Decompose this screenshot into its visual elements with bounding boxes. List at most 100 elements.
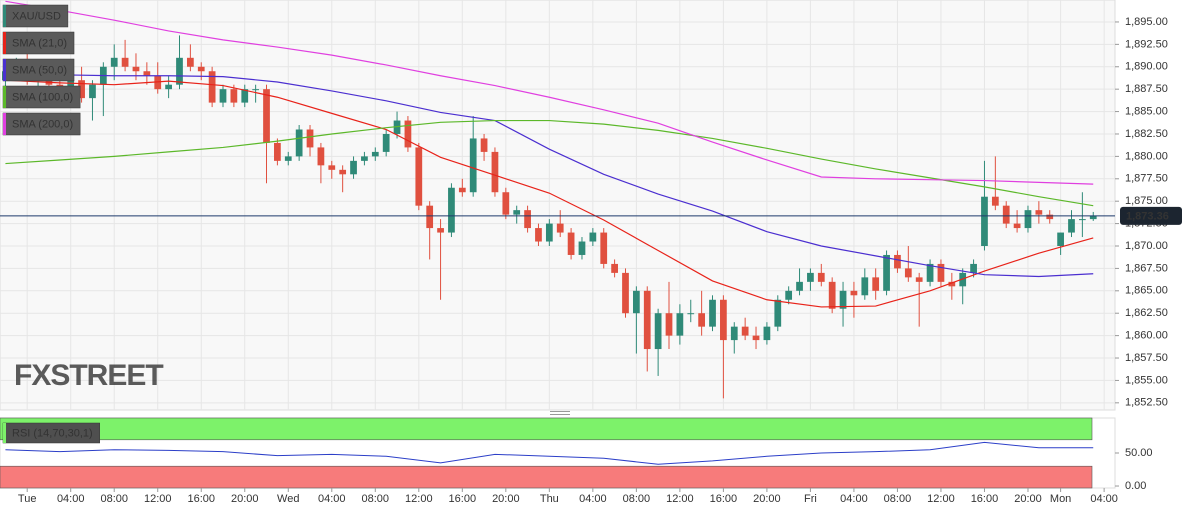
legend-swatch — [3, 32, 6, 54]
candle-body — [861, 277, 869, 296]
candle-body — [1024, 210, 1032, 229]
candle-body — [763, 326, 771, 341]
candle-body — [89, 84, 96, 99]
candle-body — [709, 299, 716, 327]
overbought-zone — [0, 417, 1093, 441]
candle-body — [807, 272, 814, 282]
last-price-label: 1,873.36 — [1126, 210, 1169, 222]
y-tick-label: 1,862.50 — [1125, 307, 1168, 319]
x-tick-label: 04:00 — [840, 493, 868, 505]
candle-body — [252, 89, 260, 91]
x-tick-label: 20:00 — [492, 493, 520, 505]
y-tick-label: 1,877.50 — [1125, 173, 1168, 185]
candle-body — [991, 196, 999, 206]
candle-body — [1068, 219, 1075, 233]
candle-body — [306, 129, 314, 148]
oversold-zone — [0, 465, 1093, 489]
candle-body — [872, 277, 880, 291]
x-tick-label: 20:00 — [231, 493, 259, 505]
candle-body — [263, 89, 270, 143]
y-tick-label: 1,875.00 — [1125, 195, 1168, 207]
candle-body — [720, 299, 727, 341]
candle-body — [230, 89, 238, 103]
candle-body — [643, 290, 651, 350]
y-tick-label: 1,882.50 — [1125, 128, 1168, 140]
sma-line — [5, 71, 1094, 278]
candle-body — [589, 232, 597, 242]
legend-label: SMA (200,0) — [12, 118, 73, 130]
candle-body — [361, 156, 368, 161]
panel-divider-grip — [550, 411, 570, 415]
candle-body — [132, 66, 140, 72]
y-tick-label: 1,885.00 — [1125, 105, 1168, 117]
legend-swatch — [3, 5, 6, 27]
y-tick-label: 50.00 — [1125, 447, 1153, 459]
x-tick-label: 04:00 — [57, 493, 85, 505]
candle-body — [165, 84, 172, 90]
candle-body — [1046, 214, 1054, 220]
x-tick-label: 16:00 — [449, 493, 477, 505]
candle-body — [839, 290, 847, 309]
candle-body — [143, 71, 151, 76]
candle-body — [578, 241, 586, 255]
candle-body — [371, 151, 379, 157]
x-tick-label: 16:00 — [971, 493, 999, 505]
candle-body — [186, 57, 194, 67]
legend-label: SMA (21,0) — [12, 37, 67, 49]
price-panel — [0, 0, 1116, 411]
legend-label: SMA (50,0) — [12, 64, 67, 76]
legend-item: SMA (21,0) — [2, 31, 75, 55]
legend-item: SMA (100,0) — [2, 85, 81, 109]
candle-body — [350, 160, 357, 175]
candle-body — [785, 290, 793, 300]
x-tick-label: 08:00 — [100, 493, 128, 505]
sma-line — [5, 0, 1094, 185]
x-tick-label: 08:00 — [884, 493, 912, 505]
legend-label: XAU/USD — [12, 10, 61, 22]
candle-body — [328, 165, 336, 170]
candle-body — [339, 169, 347, 175]
x-tick-label: 16:00 — [710, 493, 738, 505]
legend-swatch — [3, 86, 6, 108]
legend-item: SMA (200,0) — [2, 112, 81, 136]
candle-body — [622, 272, 629, 314]
candle-body — [480, 138, 488, 152]
candle-body — [535, 228, 542, 242]
legend-item: SMA (50,0) — [2, 58, 75, 82]
candle-body — [502, 192, 510, 215]
candle-body — [741, 326, 749, 336]
candle-body — [524, 210, 531, 229]
candle-body — [1089, 215, 1097, 220]
candle-body — [448, 187, 455, 233]
y-tick-label: 1,865.00 — [1125, 285, 1168, 297]
x-tick-label: 04:00 — [318, 493, 346, 505]
candle-body — [796, 281, 803, 291]
candle-body — [393, 120, 401, 134]
y-tick-label: 1,880.00 — [1125, 150, 1168, 162]
candle-body — [219, 89, 227, 103]
x-tick-label: Thu — [540, 493, 559, 505]
y-tick-label: 1,892.50 — [1125, 38, 1168, 50]
legend-label: RSI (14,70,30,1) — [12, 427, 93, 439]
legend-swatch — [3, 59, 6, 81]
x-tick-label: 20:00 — [753, 493, 781, 505]
candle-body — [970, 263, 977, 273]
candle-body — [121, 57, 129, 67]
rsi-line — [5, 441, 1094, 465]
x-tick-label: Wed — [277, 493, 299, 505]
candle-body — [458, 187, 466, 193]
y-tick-label: 1,870.00 — [1125, 240, 1168, 252]
marks — [0, 0, 1115, 465]
candle-body — [556, 223, 564, 233]
candle-body — [948, 281, 956, 287]
candle-body — [295, 129, 303, 157]
y-tick-label: 1,887.50 — [1125, 83, 1168, 95]
y-tick-label: 0.00 — [1125, 480, 1146, 492]
candle-body — [676, 313, 684, 336]
candle-body — [415, 147, 423, 206]
x-tick-label: 04:00 — [1090, 493, 1118, 505]
legend-item: XAU/USD — [2, 4, 69, 28]
candle-body — [850, 290, 858, 296]
candle-body — [1002, 205, 1010, 224]
candle-body — [1035, 210, 1043, 215]
